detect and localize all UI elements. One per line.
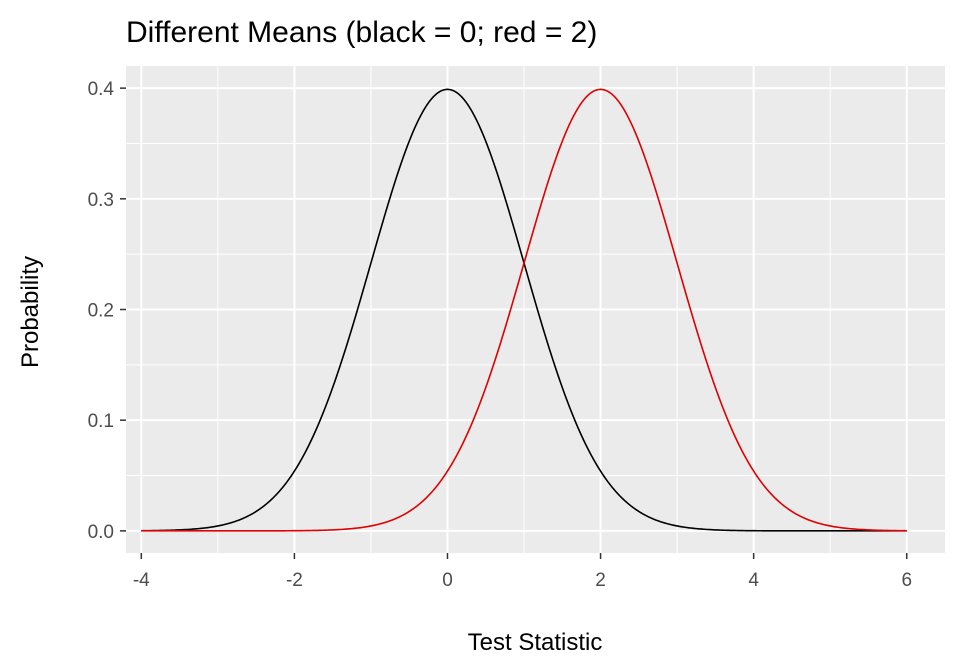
x-tick-label: -2 xyxy=(286,570,303,591)
y-tick-label: 0.2 xyxy=(88,301,114,322)
x-axis-title: Test Statistic xyxy=(468,629,603,656)
series-line-1 xyxy=(141,88,907,532)
x-tick-label: 4 xyxy=(748,570,759,591)
y-axis-title: Probability xyxy=(17,256,44,368)
chart-title: Different Means (black = 0; red = 2) xyxy=(126,16,597,49)
y-tick-label: 0.0 xyxy=(88,522,114,543)
x-tick-label: 6 xyxy=(901,570,912,591)
y-tick-label: 0.4 xyxy=(88,79,115,100)
x-tick-label: 0 xyxy=(442,570,453,591)
x-axis: -4 -2 0 2 4 6 xyxy=(133,553,912,591)
series-layer xyxy=(141,88,907,532)
y-tick-label: 0.1 xyxy=(88,411,114,432)
x-tick-label: -4 xyxy=(133,570,150,591)
x-tick-label: 2 xyxy=(595,570,606,591)
y-axis: 0.0 0.1 0.2 0.3 0.4 xyxy=(88,79,126,543)
y-tick-label: 0.3 xyxy=(88,190,114,211)
